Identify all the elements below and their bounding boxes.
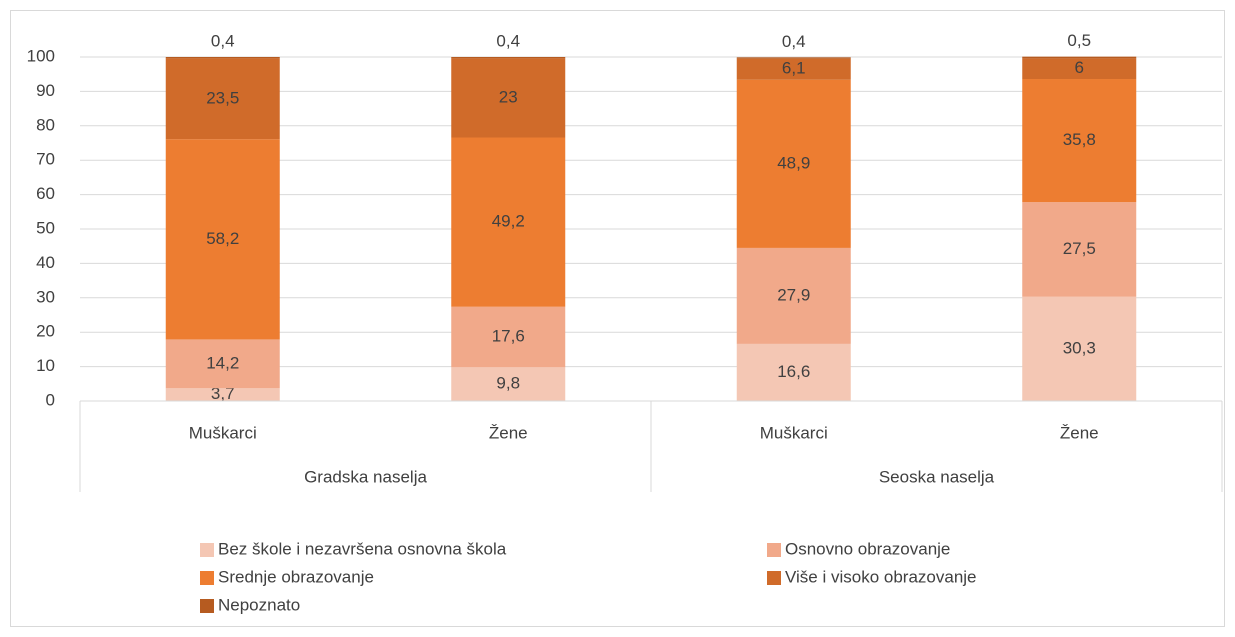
- value-label: 0,5: [1067, 31, 1091, 50]
- value-label: 23: [499, 87, 518, 106]
- legend-label: Više i visoko obrazovanje: [785, 567, 977, 586]
- x-tick-label: Muškarci: [189, 423, 257, 442]
- value-label: 27,9: [777, 285, 810, 304]
- value-label: 58,2: [206, 229, 239, 248]
- value-label: 30,3: [1063, 338, 1096, 357]
- legend-label: Srednje obrazovanje: [218, 567, 374, 586]
- y-tick-label: 80: [36, 115, 55, 134]
- y-tick-label: 100: [27, 46, 55, 65]
- x-tick-label: Žene: [489, 423, 528, 442]
- bar-segment: [451, 137, 566, 307]
- value-label: 49,2: [492, 212, 525, 231]
- legend-swatch: [200, 599, 214, 613]
- group-label: Seoska naselja: [879, 467, 995, 486]
- bar-segment: [736, 57, 851, 59]
- bar-segment: [451, 306, 566, 368]
- value-label: 6: [1075, 58, 1084, 77]
- value-label: 0,4: [211, 31, 235, 50]
- legend-label: Nepoznato: [218, 595, 300, 614]
- bar-segment: [451, 367, 566, 401]
- bar-segment: [451, 57, 566, 59]
- y-tick-label: 10: [36, 356, 55, 375]
- y-tick-label: 50: [36, 218, 55, 237]
- value-label: 48,9: [777, 153, 810, 172]
- bar-segment: [165, 58, 280, 140]
- bar-segment: [1022, 296, 1137, 401]
- group-label: Gradska naselja: [304, 467, 427, 486]
- y-tick-label: 40: [36, 253, 55, 272]
- value-label: 23,5: [206, 88, 239, 107]
- value-label: 0,4: [782, 32, 806, 51]
- value-label: 17,6: [492, 327, 525, 346]
- value-label: 27,5: [1063, 239, 1096, 258]
- value-label: 14,2: [206, 353, 239, 372]
- bar-segment: [736, 79, 851, 248]
- legend-swatch: [767, 571, 781, 585]
- legend-swatch: [200, 571, 214, 585]
- value-label: 6,1: [782, 59, 806, 78]
- bar-segment: [1022, 202, 1137, 297]
- bar-segment: [736, 58, 851, 80]
- bar-segment: [736, 343, 851, 401]
- value-label: 35,8: [1063, 130, 1096, 149]
- bar-segment: [1022, 58, 1137, 80]
- value-label: 3,7: [211, 384, 235, 403]
- value-label: 0,4: [496, 31, 520, 50]
- value-label: 16,6: [777, 362, 810, 381]
- legend-swatch: [767, 543, 781, 557]
- y-tick-label: 90: [36, 81, 55, 100]
- bar-segment: [736, 247, 851, 344]
- y-tick-label: 0: [46, 390, 55, 409]
- legend-label: Bez škole i nezavršena osnovna škola: [218, 539, 507, 558]
- legend-label: Osnovno obrazovanje: [785, 539, 950, 558]
- legend-swatch: [200, 543, 214, 557]
- bar-segment: [1022, 56, 1137, 59]
- y-tick-label: 70: [36, 150, 55, 169]
- bar-segment: [165, 139, 280, 340]
- bar-segment: [165, 57, 280, 59]
- value-label: 9,8: [496, 374, 520, 393]
- x-tick-label: Muškarci: [760, 423, 828, 442]
- bar-segment: [165, 339, 280, 389]
- bar-segment: [1022, 79, 1137, 203]
- y-tick-label: 30: [36, 287, 55, 306]
- y-tick-label: 60: [36, 184, 55, 203]
- bar-segment: [165, 388, 280, 401]
- bar-segment: [451, 58, 566, 138]
- x-tick-label: Žene: [1060, 423, 1099, 442]
- y-tick-label: 20: [36, 322, 55, 341]
